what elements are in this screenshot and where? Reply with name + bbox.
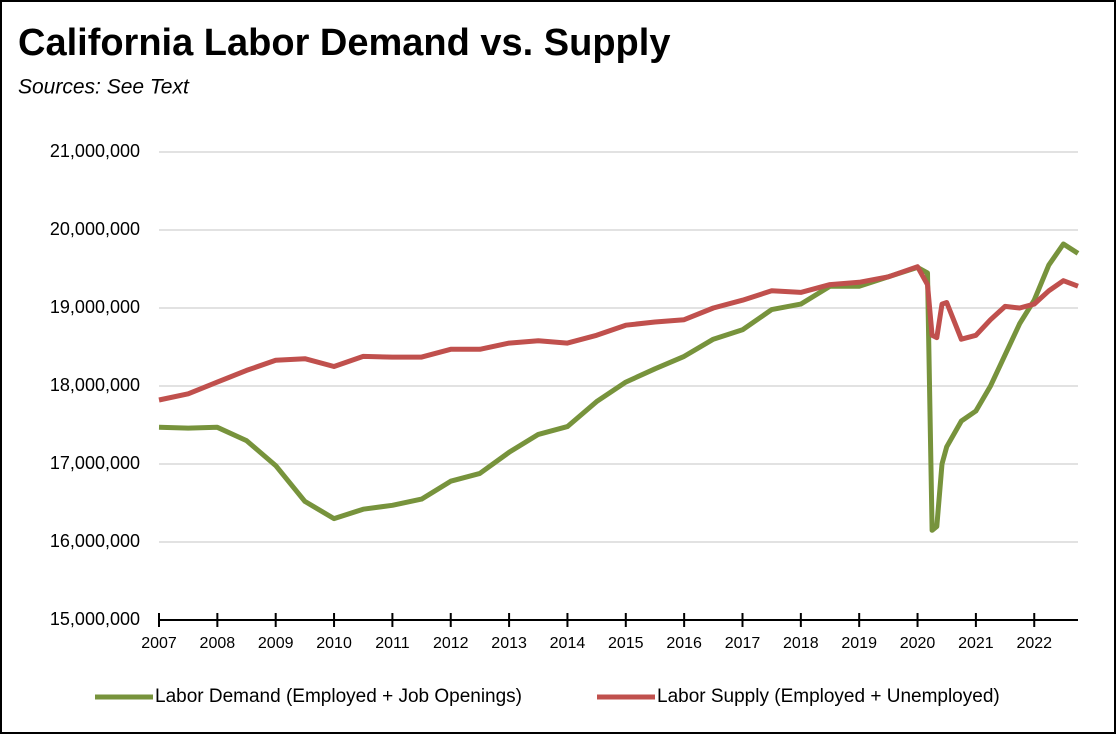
y-tick-label: 16,000,000 [50,531,140,551]
y-tick-label: 19,000,000 [50,297,140,317]
x-tick-label: 2020 [900,635,936,652]
chart-subtitle: Sources: See Text [18,76,190,99]
x-tick-label: 2017 [725,635,761,652]
x-tick-label: 2018 [783,635,819,652]
x-tick-label: 2016 [666,635,702,652]
y-tick-label: 20,000,000 [50,219,140,239]
series-line [158,264,1079,403]
x-tick-label: 2011 [375,635,410,652]
series-line [158,241,1080,533]
y-tick-label: 17,000,000 [50,453,140,473]
x-tick-label: 2007 [141,635,177,652]
y-tick-label: 15,000,000 [50,609,140,629]
x-tick-label: 2010 [316,635,352,652]
chart-title: California Labor Demand vs. Supply [18,22,670,64]
x-tick-label: 2014 [550,635,586,652]
y-tick-label: 18,000,000 [50,375,140,395]
y-tick-label: 21,000,000 [50,141,140,161]
x-tick-label: 2009 [258,635,294,652]
x-tick-label: 2013 [491,635,527,652]
x-tick-label: 2022 [1016,635,1052,652]
x-tick-label: 2015 [608,635,644,652]
x-tick-label: 2008 [200,635,236,652]
legend-label: Labor Supply (Employed + Unemployed) [657,686,1000,707]
x-tick-label: 2019 [841,635,877,652]
legend-label: Labor Demand (Employed + Job Openings) [155,686,522,707]
x-tick-label: 2021 [958,635,994,652]
x-tick-label: 2012 [433,635,469,652]
